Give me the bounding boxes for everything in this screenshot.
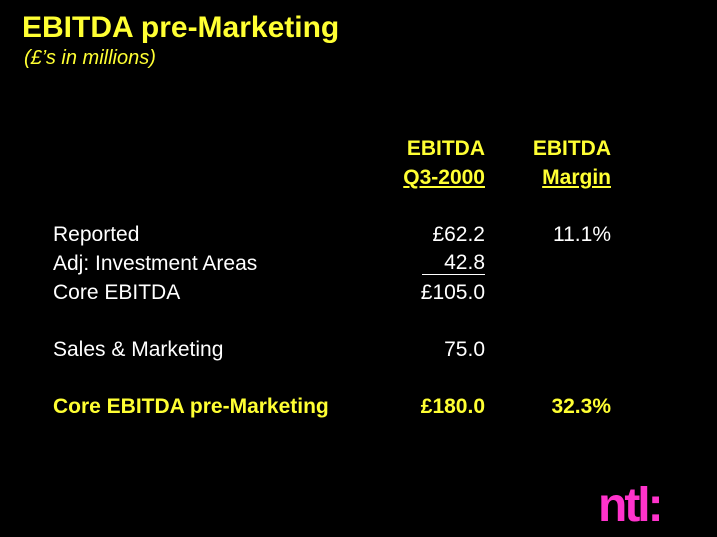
row-margin-reported: 11.1% <box>553 223 611 246</box>
column-header-ebitda-line1: EBITDA <box>406 137 485 160</box>
ntl-logo-text: ntl: <box>598 485 661 525</box>
row-ebitda-adj-investment-areas: 42.8 <box>422 252 485 275</box>
slide-subtitle: (£’s in millions) <box>24 47 156 69</box>
row-label-core-ebitda: Core EBITDA <box>53 281 181 304</box>
column-header-margin-line1: EBITDA <box>532 137 611 160</box>
column-header-ebitda-line2: Q3-2000 <box>403 166 485 189</box>
row-ebitda-sales-marketing: 75.0 <box>444 338 485 361</box>
row-ebitda-core-ebitda: £105.0 <box>420 281 485 304</box>
column-header-margin-line2: Margin <box>542 166 611 189</box>
row-ebitda-reported: £62.2 <box>432 223 485 246</box>
row-label-core-ebitda-pre-marketing: Core EBITDA pre-Marketing <box>53 395 329 418</box>
ntl-logo: ntl: <box>598 485 664 525</box>
row-label-reported: Reported <box>53 223 140 246</box>
slide-title: EBITDA pre-Marketing <box>22 11 340 44</box>
row-label-sales-marketing: Sales & Marketing <box>53 338 224 361</box>
row-margin-core-ebitda-pre-marketing: 32.3% <box>551 395 611 418</box>
row-ebitda-core-ebitda-pre-marketing: £180.0 <box>420 395 485 418</box>
row-label-adj-investment-areas: Adj: Investment Areas <box>53 252 258 275</box>
